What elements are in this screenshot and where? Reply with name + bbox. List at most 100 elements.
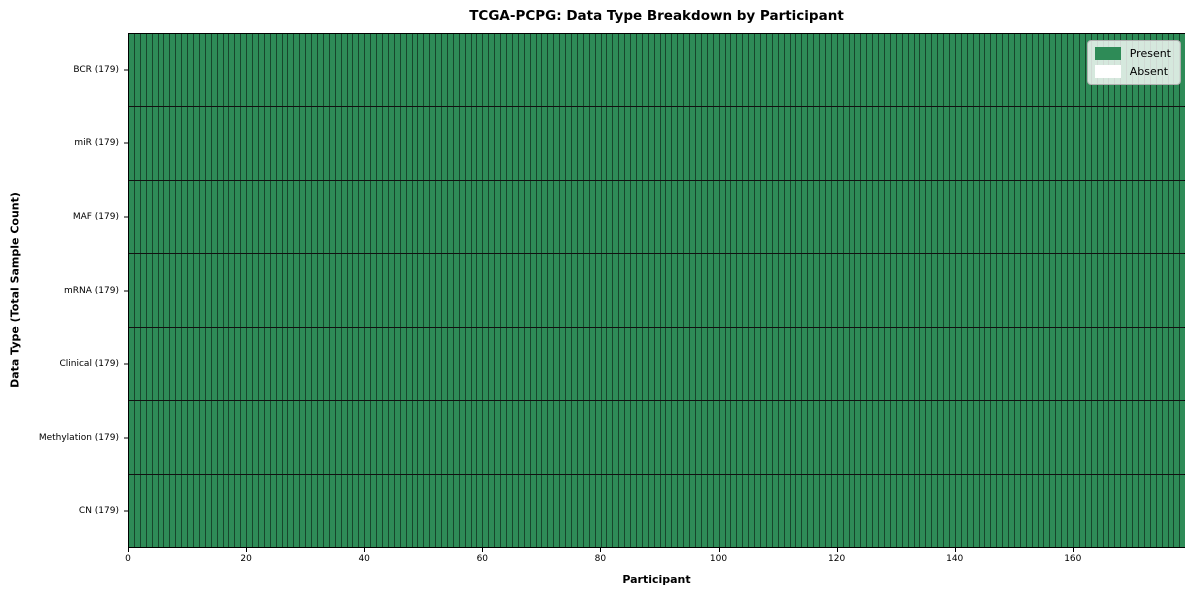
heatmap-cell: [961, 34, 968, 107]
heatmap-cell: [294, 474, 301, 547]
heatmap-cell: [737, 474, 744, 547]
heatmap-cell: [961, 474, 968, 547]
x-tick-label: 160: [1064, 554, 1082, 564]
heatmap-cell: [678, 180, 685, 254]
heatmap-cell: [879, 107, 885, 180]
heatmap-cell: [158, 34, 165, 107]
heatmap-cell: [447, 327, 454, 401]
heatmap-cell: [365, 107, 372, 180]
heatmap-cell: [306, 401, 313, 474]
heatmap-cell: [1056, 107, 1063, 180]
heatmap-cell: [749, 327, 756, 401]
heatmap-cell: [861, 327, 868, 401]
heatmap-cell: [648, 327, 655, 401]
heatmap-cell: [548, 401, 555, 474]
heatmap-cell: [554, 327, 561, 401]
heatmap-cell: [507, 254, 513, 327]
heatmap-cell: [831, 180, 838, 254]
heatmap-cell: [601, 327, 608, 401]
heatmap-cell: [418, 107, 425, 180]
heatmap-cell: [1133, 327, 1139, 401]
heatmap-cell: [867, 474, 874, 547]
heatmap-cell: [690, 401, 696, 474]
heatmap-cell: [1079, 254, 1086, 327]
heatmap-cell: [282, 327, 289, 401]
heatmap-cell: [636, 401, 643, 474]
heatmap-cell: [276, 34, 283, 107]
heatmap-cell: [707, 327, 714, 401]
heatmap-cell: [329, 401, 336, 474]
heatmap-cell: [737, 107, 744, 180]
heatmap-cell: [199, 107, 206, 180]
heatmap-cell: [418, 401, 425, 474]
heatmap-cell: [583, 34, 590, 107]
heatmap-cell: [707, 474, 714, 547]
heatmap-cell: [400, 180, 407, 254]
heatmap-cell: [507, 327, 513, 401]
heatmap-cell: [672, 254, 679, 327]
heatmap-cell: [211, 254, 218, 327]
heatmap-cell: [507, 107, 513, 180]
heatmap-cell: [512, 474, 519, 547]
heatmap-cell: [365, 474, 372, 547]
heatmap-cell: [961, 107, 968, 180]
heatmap-cell: [235, 34, 242, 107]
heatmap-cell: [719, 401, 726, 474]
heatmap-cell: [932, 107, 939, 180]
heatmap-cell: [696, 254, 702, 327]
heatmap-cell: [459, 401, 466, 474]
heatmap-cell: [193, 180, 200, 254]
heatmap-cell: [530, 474, 537, 547]
heatmap-cell: [182, 474, 189, 547]
heatmap-cell: [247, 401, 254, 474]
heatmap-cell: [920, 401, 927, 474]
heatmap-cell: [134, 327, 141, 401]
heatmap-cell: [247, 474, 254, 547]
heatmap-cell: [465, 474, 472, 547]
heatmap-cell: [400, 254, 407, 327]
heatmap-cell: [1003, 254, 1010, 327]
heatmap-cell: [566, 107, 572, 180]
heatmap-cell: [861, 34, 868, 107]
heatmap-cell: [944, 327, 950, 401]
heatmap-cell: [796, 254, 803, 327]
heatmap-cell: [873, 254, 880, 327]
heatmap-cell: [843, 327, 850, 401]
heatmap-cell: [318, 180, 324, 254]
heatmap-cell: [365, 401, 372, 474]
heatmap-cell: [837, 107, 844, 180]
heatmap-cell: [778, 180, 785, 254]
heatmap-cell: [518, 327, 525, 401]
heatmap-cell: [855, 401, 862, 474]
heatmap-cell: [412, 254, 419, 327]
heatmap-cell: [796, 107, 803, 180]
heatmap-cell: [258, 327, 265, 401]
heatmap-cell: [1062, 180, 1069, 254]
heatmap-cell: [217, 254, 224, 327]
heatmap-cell: [495, 474, 502, 547]
heatmap-cell: [601, 401, 608, 474]
heatmap-cell: [524, 327, 531, 401]
heatmap-cell: [654, 254, 661, 327]
heatmap-cell: [713, 107, 720, 180]
heatmap-cell: [306, 254, 313, 327]
heatmap-cell: [365, 327, 372, 401]
heatmap-cell: [1050, 474, 1057, 547]
heatmap-cell: [188, 401, 194, 474]
heatmap-cell: [772, 327, 779, 401]
heatmap-cell: [323, 254, 330, 327]
heatmap-cell: [1133, 180, 1139, 254]
heatmap-cell: [985, 327, 992, 401]
heatmap-cell: [382, 327, 389, 401]
heatmap-cell: [282, 401, 289, 474]
heatmap-cell: [188, 327, 194, 401]
heatmap-cell: [849, 327, 856, 401]
heatmap-cell: [1074, 34, 1080, 107]
heatmap-cell: [347, 254, 354, 327]
heatmap-cell: [140, 34, 147, 107]
heatmap-cell: [424, 107, 431, 180]
x-tick-label: 60: [476, 554, 489, 564]
heatmap-cell: [459, 327, 466, 401]
heatmap-cell: [542, 327, 549, 401]
heatmap-cell: [997, 327, 1004, 401]
